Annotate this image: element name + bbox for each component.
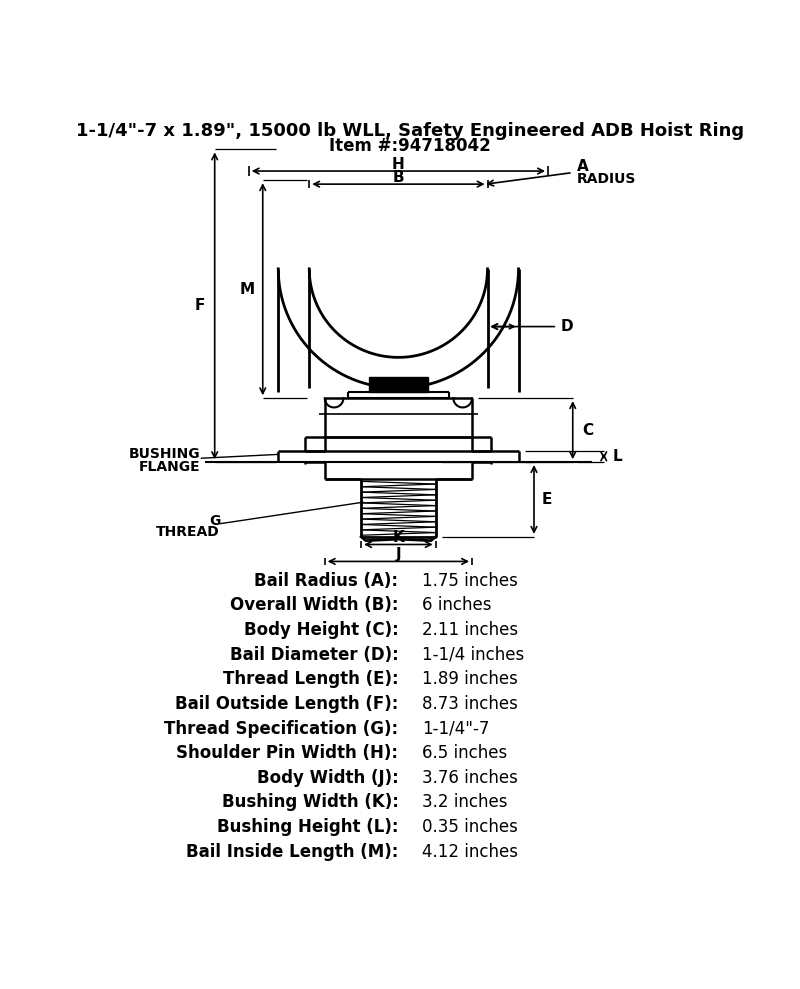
Polygon shape: [369, 377, 428, 392]
Text: M: M: [240, 282, 255, 297]
Text: Bail Outside Length (F):: Bail Outside Length (F):: [175, 695, 398, 713]
Text: 6.5 inches: 6.5 inches: [422, 744, 507, 763]
Text: 1-1/4"-7 x 1.89", 15000 lb WLL, Safety Engineered ADB Hoist Ring: 1-1/4"-7 x 1.89", 15000 lb WLL, Safety E…: [76, 122, 744, 140]
Text: Bail Diameter (D):: Bail Diameter (D):: [230, 646, 398, 664]
Text: 3.2 inches: 3.2 inches: [422, 793, 507, 811]
Text: A: A: [577, 159, 588, 174]
Text: L: L: [613, 449, 622, 464]
Text: Bushing Width (K):: Bushing Width (K):: [222, 793, 398, 811]
Text: 1-1/4"-7: 1-1/4"-7: [422, 720, 489, 738]
Text: Body Height (C):: Body Height (C):: [244, 621, 398, 639]
Text: F: F: [194, 299, 205, 314]
Text: Bail Radius (A):: Bail Radius (A):: [254, 572, 398, 589]
Text: Body Width (J):: Body Width (J):: [257, 768, 398, 787]
Text: Shoulder Pin Width (H):: Shoulder Pin Width (H):: [176, 744, 398, 763]
Text: THREAD: THREAD: [156, 525, 220, 539]
Text: D: D: [561, 319, 574, 334]
Text: E: E: [542, 492, 552, 507]
Text: G: G: [209, 514, 220, 528]
Text: 1.89 inches: 1.89 inches: [422, 671, 518, 688]
Text: K: K: [393, 530, 404, 545]
Text: 4.12 inches: 4.12 inches: [422, 843, 518, 860]
Text: H: H: [392, 157, 405, 172]
Text: Thread Specification (G):: Thread Specification (G):: [164, 720, 398, 738]
Text: 6 inches: 6 inches: [422, 596, 491, 614]
Text: 1.75 inches: 1.75 inches: [422, 572, 518, 589]
Text: 8.73 inches: 8.73 inches: [422, 695, 518, 713]
Text: RADIUS: RADIUS: [577, 172, 636, 186]
Text: B: B: [393, 170, 404, 186]
Text: BUSHING: BUSHING: [129, 447, 201, 462]
Text: 0.35 inches: 0.35 inches: [422, 818, 518, 836]
Text: FLANGE: FLANGE: [139, 460, 201, 474]
Text: C: C: [582, 422, 593, 438]
Text: 3.76 inches: 3.76 inches: [422, 768, 518, 787]
Text: Thread Length (E):: Thread Length (E):: [222, 671, 398, 688]
Text: 1-1/4 inches: 1-1/4 inches: [422, 646, 524, 664]
Text: Bail Inside Length (M):: Bail Inside Length (M):: [186, 843, 398, 860]
Text: Item #:94718042: Item #:94718042: [329, 137, 491, 155]
Text: J: J: [395, 547, 401, 562]
Text: 2.11 inches: 2.11 inches: [422, 621, 518, 639]
Text: Bushing Height (L):: Bushing Height (L):: [217, 818, 398, 836]
Text: Overall Width (B):: Overall Width (B):: [230, 596, 398, 614]
